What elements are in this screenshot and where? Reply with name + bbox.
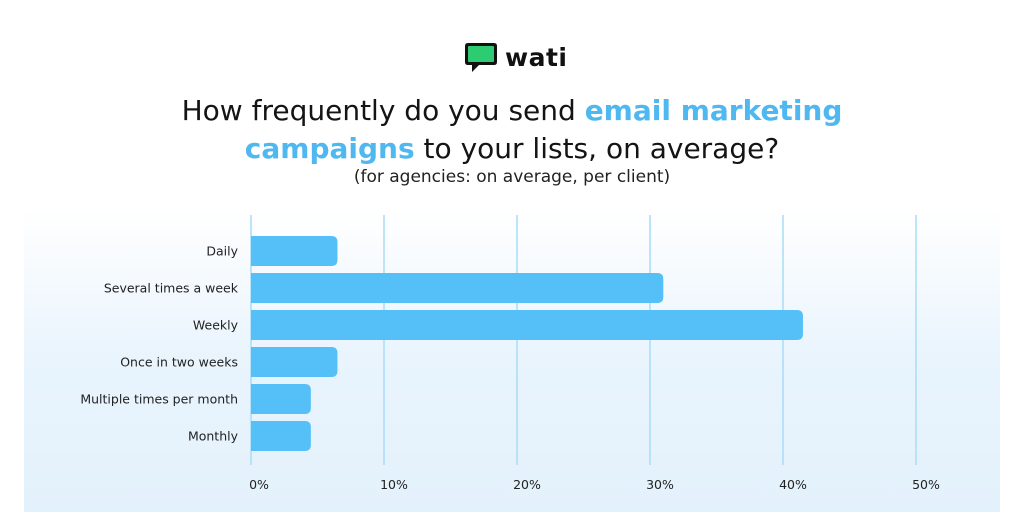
bar [251,421,311,451]
category-label: Monthly [188,429,239,444]
chat-bubble-icon [465,43,497,72]
x-tick-label: 0% [249,477,269,492]
title-highlight-1: email marketing [584,94,843,127]
x-tick-label: 10% [380,477,408,492]
x-tick-label: 50% [912,477,940,492]
category-label: Daily [206,244,238,259]
x-tick-label: 30% [646,477,674,492]
title-part-1: How frequently do you send [181,94,585,127]
bar [251,384,311,414]
category-label: Weekly [193,318,239,333]
title-part-2: to your lists, on average? [414,132,780,165]
x-tick-label: 20% [513,477,541,492]
brand-logo: wati [463,40,568,76]
chart-subtitle: (for agencies: on average, per client) [353,167,671,187]
x-tick-label: 40% [779,477,807,492]
bar [251,310,803,340]
chart-title: How frequently do you send email marketi… [0,92,1024,168]
category-label: Several times a week [104,281,239,296]
category-label: Multiple times per month [80,392,238,407]
bar [251,273,664,303]
brand-name: wati [505,42,568,72]
title-highlight-2: campaigns [244,132,415,165]
category-label: Once in two weeks [120,355,238,370]
chart-background [24,208,1000,512]
bar [251,236,338,266]
bar [251,347,338,377]
